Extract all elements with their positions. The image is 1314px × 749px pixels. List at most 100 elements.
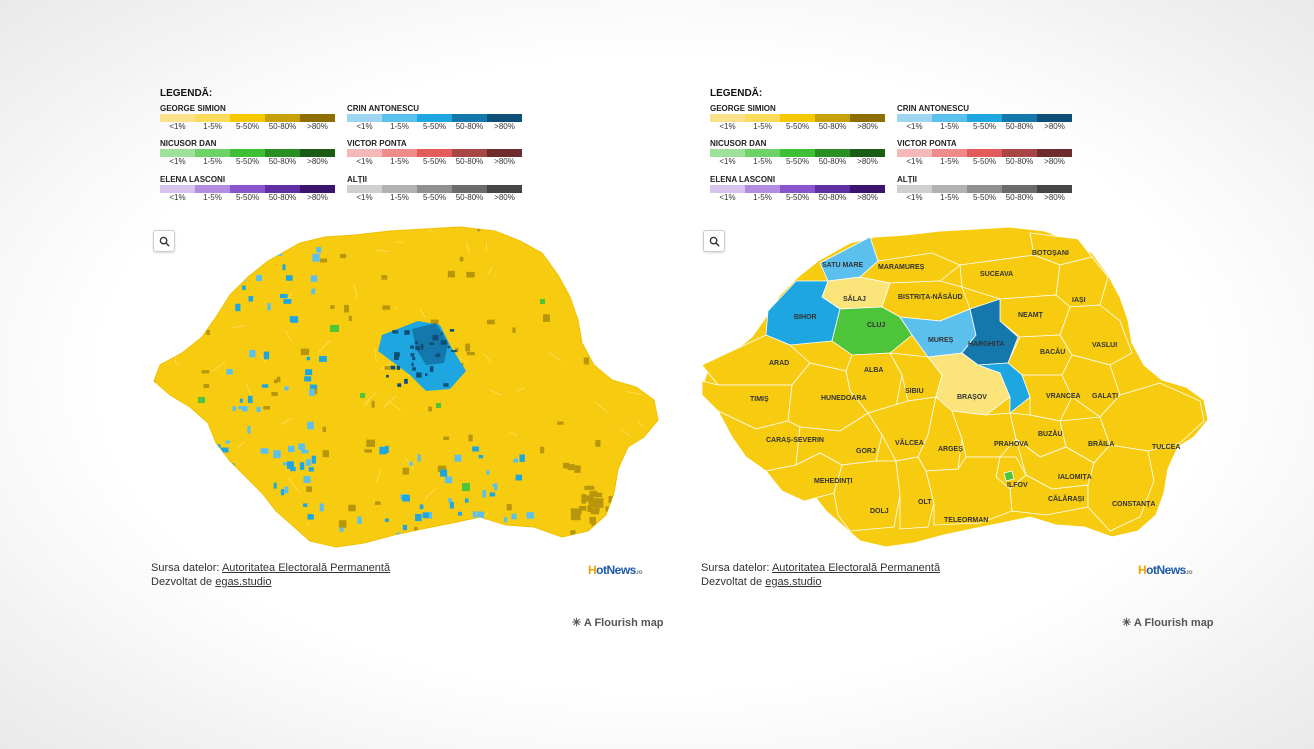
- legend-tick: 5-50%: [422, 157, 447, 166]
- locality-cell: [632, 480, 642, 485]
- legend-tick: 1-5%: [203, 157, 222, 166]
- county-shape[interactable]: [977, 362, 1031, 414]
- locality-cell: [482, 490, 487, 498]
- legend-swatch: [745, 185, 780, 193]
- locality-cell: [614, 491, 623, 500]
- county-shape[interactable]: [895, 456, 935, 530]
- legend-swatch: [160, 114, 195, 122]
- legend-ticks: <1% 1-5% 5-50% 50-80% >80%: [160, 157, 335, 167]
- locality-border: [404, 456, 414, 470]
- locality-cell: [235, 479, 242, 486]
- source-prefix: Sursa datelor:: [151, 562, 222, 574]
- dev-link[interactable]: egas.studio: [765, 576, 822, 588]
- hotnews-logo[interactable]: HotNews.ro: [1138, 563, 1193, 577]
- legend-ticks: <1% 1-5% 5-50% 50-80% >80%: [347, 193, 522, 203]
- legend-swatch: [850, 185, 885, 193]
- legend-swatch: [710, 185, 745, 193]
- locality-cell: [304, 376, 312, 382]
- legend-swatch: [780, 185, 815, 193]
- legend-swatch: [382, 149, 417, 157]
- locality-cell: [564, 540, 572, 545]
- locality-cell: [449, 329, 455, 332]
- county-label: BACĂU: [1040, 347, 1065, 356]
- locality-cell: [371, 400, 375, 408]
- locality-cell: [440, 332, 443, 336]
- legend-swatch: [780, 114, 815, 122]
- legend-title: LEGENDĂ:: [710, 88, 763, 99]
- locality-cell: [190, 271, 195, 276]
- locality-border: [419, 308, 426, 318]
- locality-cell: [570, 530, 576, 536]
- locality-cell: [241, 406, 248, 412]
- hotnews-logo[interactable]: HotNews.ro: [588, 563, 643, 577]
- legend-swatch: [230, 114, 265, 122]
- county-shape[interactable]: [701, 380, 793, 430]
- romania-county-map[interactable]: SATU MARE MARAMUREȘ BOTOȘANI SUCEAVA SĂLAJ BI…: [700, 225, 1212, 555]
- county-shape[interactable]: [927, 352, 1011, 416]
- legend-color-bar: [897, 185, 1072, 193]
- legend-swatch: [265, 185, 300, 193]
- locality-cell: [457, 511, 463, 516]
- locality-cell: [309, 384, 318, 389]
- legend-color-bar: [160, 185, 335, 193]
- locality-cell: [217, 302, 222, 309]
- locality-cell: [412, 357, 416, 361]
- zoom-button[interactable]: [153, 230, 175, 252]
- locality-cell: [574, 465, 581, 473]
- flourish-credit[interactable]: ✳ A Flourish map: [572, 617, 664, 629]
- legend-color-bar: [710, 149, 885, 157]
- legend-color-bar: [347, 149, 522, 157]
- legend-ticks: <1% 1-5% 5-50% 50-80% >80%: [897, 122, 1072, 132]
- locality-cell: [402, 467, 410, 475]
- locality-cell: [447, 270, 455, 278]
- romania-locality-map[interactable]: [150, 225, 662, 555]
- legend-tick: 5-50%: [235, 157, 260, 166]
- locality-cell: [301, 449, 309, 454]
- source-link[interactable]: Autoritatea Electorală Permanentă: [771, 562, 941, 574]
- county-shape[interactable]: [951, 410, 1017, 458]
- locality-cell: [404, 330, 410, 335]
- county-label: IALOMIȚA: [1058, 474, 1092, 481]
- locality-border: [458, 357, 467, 363]
- legend-tick: 50-80%: [455, 122, 484, 131]
- locality-border: [372, 499, 375, 502]
- legend-tick: <1%: [719, 122, 736, 131]
- locality-cell: [249, 349, 256, 358]
- locality-cell: [578, 505, 587, 511]
- locality-cell: [591, 499, 599, 506]
- legend-candidate-name: CRIN ANTONESCU: [347, 104, 420, 113]
- county-shape[interactable]: [925, 456, 1013, 526]
- legend-tick: >80%: [307, 122, 328, 131]
- locality-border: [488, 389, 502, 396]
- legend-tick: >80%: [857, 157, 878, 166]
- legend-tick: 1-5%: [203, 122, 222, 131]
- locality-cell: [307, 514, 314, 520]
- legend-swatch: [347, 149, 382, 157]
- county-shape[interactable]: [1087, 444, 1155, 532]
- legend-swatch: [487, 114, 522, 122]
- legend-swatch: [932, 114, 967, 122]
- locality-cell: [263, 405, 271, 410]
- county-shape[interactable]: [831, 306, 913, 356]
- county-shape[interactable]: [1003, 470, 1015, 482]
- flourish-credit[interactable]: ✳ A Flourish map: [1122, 617, 1214, 629]
- legend-swatch: [897, 114, 932, 122]
- county-shape[interactable]: [1059, 304, 1133, 366]
- county-shape[interactable]: [833, 460, 901, 532]
- locality-cell: [300, 348, 310, 356]
- legend-tick: >80%: [307, 157, 328, 166]
- zoom-button[interactable]: [703, 230, 725, 252]
- locality-cell: [266, 501, 270, 508]
- source-link[interactable]: Autoritatea Electorală Permanentă: [221, 562, 391, 574]
- locality-cell: [394, 352, 400, 357]
- legend-swatch: [745, 114, 780, 122]
- search-icon: [159, 236, 170, 247]
- locality-cell: [319, 356, 327, 362]
- locality-border: [624, 508, 633, 514]
- locality-cell: [209, 495, 218, 503]
- dev-link[interactable]: egas.studio: [215, 576, 272, 588]
- legend-tick: 1-5%: [753, 157, 772, 166]
- locality-cell: [220, 447, 229, 453]
- locality-cell: [429, 342, 435, 345]
- locality-cell: [276, 376, 281, 383]
